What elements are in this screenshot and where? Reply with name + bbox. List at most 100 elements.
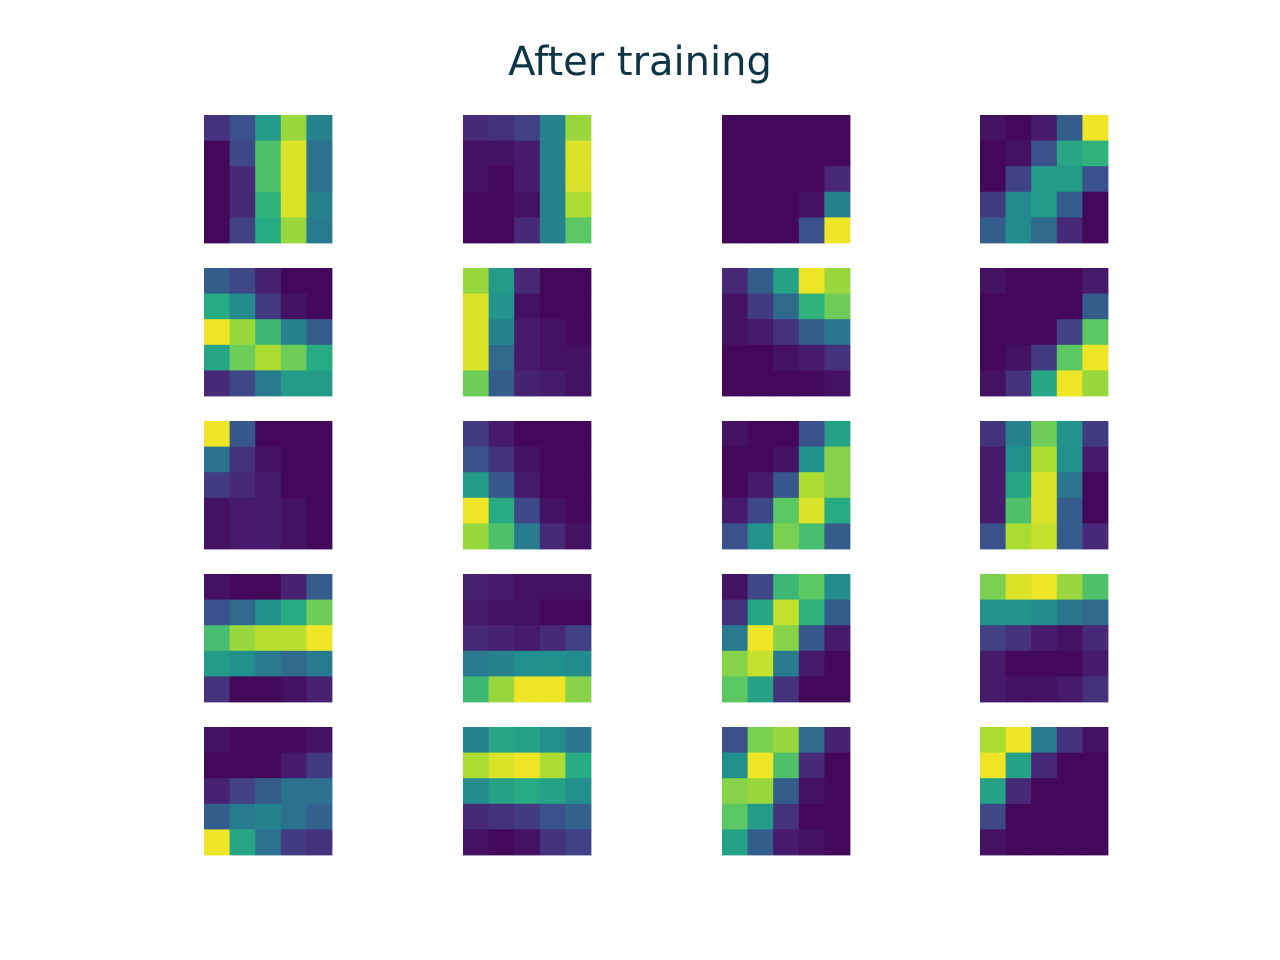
heatmap-cell xyxy=(514,268,541,294)
heatmap-cell xyxy=(1005,574,1032,600)
heatmap-cell xyxy=(565,446,592,473)
heatmap-cell xyxy=(463,293,489,320)
heatmap-cell xyxy=(773,599,800,626)
heatmap-cell xyxy=(280,752,307,779)
heatmap-cell xyxy=(980,446,1006,473)
heatmap-cell xyxy=(229,166,256,193)
filter-heatmap-17 xyxy=(204,727,333,856)
heatmap-cell xyxy=(463,574,489,600)
heatmap-cell xyxy=(1056,778,1083,805)
heatmap-cell xyxy=(539,727,566,753)
heatmap-cell xyxy=(773,319,800,346)
heatmap-cell xyxy=(280,166,307,193)
heatmap-cell xyxy=(1056,752,1083,779)
heatmap-cell xyxy=(1005,293,1032,320)
heatmap-cell xyxy=(1056,472,1083,499)
heatmap-cell xyxy=(229,268,256,294)
heatmap-cell xyxy=(204,115,230,141)
heatmap-cell xyxy=(539,523,566,550)
heatmap-cell xyxy=(229,778,256,805)
heatmap-cell xyxy=(747,370,774,397)
heatmap-cell xyxy=(488,650,515,677)
heatmap-cell xyxy=(824,599,851,626)
heatmap-cell xyxy=(565,650,592,677)
heatmap-cell xyxy=(1056,293,1083,320)
heatmap-cell xyxy=(824,625,851,652)
heatmap-cell xyxy=(824,115,851,141)
heatmap-cell xyxy=(204,319,230,346)
heatmap-cell xyxy=(514,803,541,830)
heatmap-cell xyxy=(747,778,774,805)
heatmap-cell xyxy=(255,650,282,677)
heatmap-cell xyxy=(980,344,1006,371)
heatmap-cell xyxy=(1005,421,1032,447)
heatmap-cell xyxy=(204,497,230,524)
heatmap-cell xyxy=(280,472,307,499)
heatmap-cell xyxy=(204,574,230,600)
heatmap-cell xyxy=(1031,472,1058,499)
heatmap-cell xyxy=(1082,727,1109,753)
heatmap-cell xyxy=(229,421,256,447)
heatmap-cell xyxy=(773,293,800,320)
heatmap-cell xyxy=(514,523,541,550)
heatmap-cell xyxy=(565,421,592,447)
heatmap-cell xyxy=(280,727,307,753)
heatmap-cell xyxy=(1005,829,1032,856)
heatmap-cell xyxy=(204,268,230,294)
heatmap-cell xyxy=(514,293,541,320)
heatmap-cell xyxy=(539,574,566,600)
heatmap-cell xyxy=(514,472,541,499)
heatmap-cell xyxy=(204,752,230,779)
heatmap-cell xyxy=(1005,752,1032,779)
heatmap-cell xyxy=(1082,523,1109,550)
heatmap-cell xyxy=(255,166,282,193)
heatmap-cell xyxy=(280,421,307,447)
heatmap-cell xyxy=(773,344,800,371)
heatmap-cell xyxy=(773,421,800,447)
heatmap-cell xyxy=(980,268,1006,294)
heatmap-cell xyxy=(306,344,333,371)
heatmap-cell xyxy=(1056,803,1083,830)
heatmap-cell xyxy=(463,191,489,218)
heatmap-cell xyxy=(306,115,333,141)
heatmap-cell xyxy=(229,829,256,856)
heatmap-cell xyxy=(1005,217,1032,244)
heatmap-cell xyxy=(722,599,748,626)
heatmap-cell xyxy=(1082,778,1109,805)
heatmap-cell xyxy=(1056,727,1083,753)
heatmap-cell xyxy=(539,319,566,346)
heatmap-cell xyxy=(255,191,282,218)
heatmap-cell xyxy=(565,497,592,524)
heatmap-cell xyxy=(1005,778,1032,805)
heatmap-cell xyxy=(1056,599,1083,626)
heatmap-cell xyxy=(488,217,515,244)
heatmap-cell xyxy=(1031,166,1058,193)
heatmap-cell xyxy=(798,140,825,167)
heatmap-cell xyxy=(1056,115,1083,141)
heatmap-cell xyxy=(1005,599,1032,626)
heatmap-cell xyxy=(539,625,566,652)
heatmap-cell xyxy=(463,370,489,397)
heatmap-cell xyxy=(539,140,566,167)
heatmap-cell xyxy=(565,140,592,167)
heatmap-cell xyxy=(539,446,566,473)
heatmap-cell xyxy=(773,191,800,218)
filter-heatmap-16 xyxy=(980,574,1109,703)
heatmap-cell xyxy=(255,523,282,550)
heatmap-cell xyxy=(255,625,282,652)
heatmap-cell xyxy=(722,140,748,167)
heatmap-cell xyxy=(798,778,825,805)
heatmap-cell xyxy=(773,370,800,397)
heatmap-cell xyxy=(1056,421,1083,447)
heatmap-cell xyxy=(280,140,307,167)
heatmap-cell xyxy=(255,293,282,320)
filter-heatmap-5 xyxy=(204,268,333,397)
heatmap-cell xyxy=(306,472,333,499)
filter-heatmap-3 xyxy=(722,115,851,244)
heatmap-cell xyxy=(565,523,592,550)
heatmap-cell xyxy=(488,778,515,805)
heatmap-cell xyxy=(1005,472,1032,499)
heatmap-cell xyxy=(722,421,748,447)
heatmap-cell xyxy=(773,140,800,167)
